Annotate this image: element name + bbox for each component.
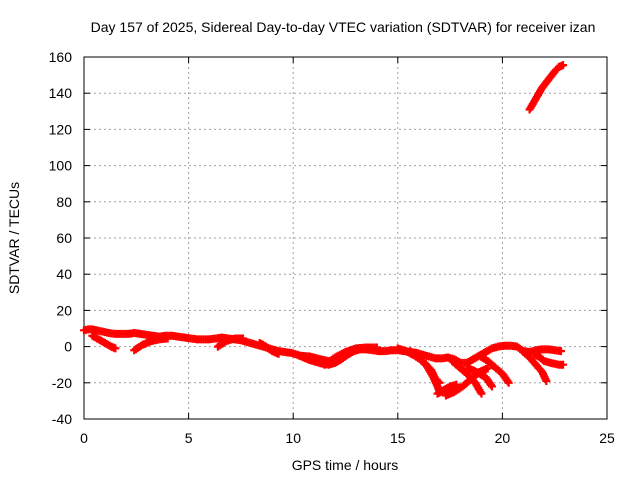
data-series	[255, 338, 283, 358]
y-tick-label: -20	[52, 375, 72, 391]
data-series	[320, 343, 381, 369]
data-point	[483, 364, 492, 373]
y-axis-label: SDTVAR / TECUs	[6, 182, 22, 294]
data-series	[475, 351, 513, 387]
y-tick-label: 20	[56, 302, 72, 318]
y-tick-label: 100	[49, 158, 73, 174]
data-series	[519, 348, 551, 385]
x-tick-label: 25	[599, 430, 615, 446]
data-point	[504, 378, 513, 387]
data-point	[559, 61, 568, 70]
x-tick-label: 0	[80, 430, 88, 446]
data-point	[477, 389, 486, 398]
data-series	[462, 364, 496, 391]
data-series	[525, 61, 568, 114]
data-point	[274, 349, 283, 358]
tick-layer: 0 5 10 15 20 25 -40 -20 0 20 40 60 80 100 120 140 160	[49, 49, 615, 446]
x-tick-label: 10	[285, 430, 301, 446]
data-point	[163, 334, 172, 343]
chart-title: Day 157 of 2025, Sidereal Day-to-day VTE…	[91, 19, 596, 35]
x-tick-label: 5	[185, 430, 193, 446]
data-series	[213, 334, 247, 351]
y-tick-label: 120	[49, 121, 73, 137]
data-series	[88, 331, 120, 353]
data-point	[111, 344, 120, 353]
data-series	[433, 380, 461, 398]
y-tick-label: 0	[64, 339, 72, 355]
x-tick-label: 15	[390, 430, 406, 446]
y-tick-label: 40	[56, 266, 72, 282]
data-point	[559, 360, 568, 369]
y-tick-label: 160	[49, 49, 73, 65]
data-point	[542, 376, 551, 385]
data-point	[487, 382, 496, 391]
y-tick-label: 140	[49, 85, 73, 101]
data-series	[529, 349, 568, 369]
data-series	[130, 334, 172, 355]
y-tick-label: -40	[52, 411, 72, 427]
x-tick-label: 20	[495, 430, 511, 446]
data-marks-layer	[80, 61, 568, 400]
y-tick-label: 60	[56, 230, 72, 246]
data-point	[238, 334, 247, 343]
data-point	[372, 343, 381, 352]
data-point	[556, 347, 565, 356]
y-tick-label: 80	[56, 194, 72, 210]
x-axis-label: GPS time / hours	[292, 457, 399, 473]
